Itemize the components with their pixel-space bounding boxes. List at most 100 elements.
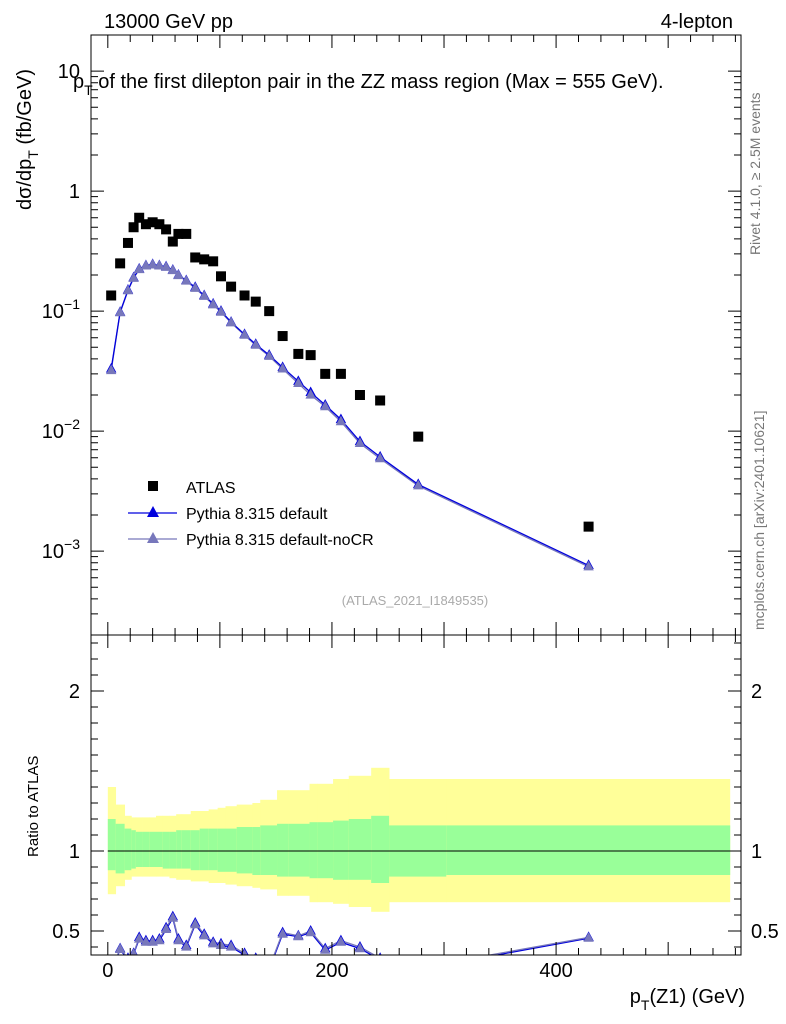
ratio-marker-default (126, 952, 130, 955)
atlas-data-point (128, 222, 139, 233)
main-marker-nocr (128, 272, 139, 282)
main-marker-nocr (105, 364, 117, 375)
ratio-marker-nocr (225, 941, 237, 951)
main-marker-nocr (154, 259, 165, 270)
atlas-data-point (239, 290, 250, 301)
atlas-data-point (122, 237, 133, 248)
main-marker-nocr (225, 316, 237, 327)
main-y-tick-label: 10−1 (42, 296, 80, 323)
ratio-uncertainty-band-inner (348, 819, 372, 880)
ratio-marker-nocr (293, 930, 304, 941)
ratio-marker-nocr (305, 926, 316, 937)
main-marker-nocr (215, 306, 227, 316)
atlas-data-point (335, 368, 346, 379)
main-marker-nocr (277, 362, 288, 373)
ratio-uncertainty-band-inner (181, 830, 192, 869)
ratio-uncertainty-band-inner (236, 827, 253, 874)
header-beam-label: 13000 GeV pp (104, 11, 233, 33)
main-marker-nocr (263, 350, 275, 360)
ratio-plot-area (107, 767, 731, 955)
atlas-data-point (115, 258, 126, 269)
atlas-data-point (375, 395, 386, 406)
main-marker-nocr (239, 329, 250, 339)
main-y-tick-base: 10 (58, 61, 80, 83)
atlas-data-point (173, 228, 184, 239)
ratio-uncertainty-band-inner (260, 825, 278, 875)
ratio-uncertainty-band-inner (149, 831, 157, 867)
legend-default-marker (147, 506, 159, 517)
ratio-uncertainty-band-inner (142, 831, 150, 867)
ratio-y-tick-label-right: 1 (751, 841, 762, 863)
main-y-tick-label: 10−3 (42, 536, 80, 563)
ratio-marker-default (378, 952, 382, 955)
x-tick-label: 200 (315, 960, 348, 982)
x-tick-label: 0 (102, 960, 113, 982)
ratio-marker-nocr (190, 918, 201, 929)
ratio-uncertainty-band-inner (317, 822, 334, 879)
main-y-tick-base: 10 (42, 301, 64, 323)
atlas-data-point (167, 236, 178, 247)
ratio-marker-nocr (181, 941, 192, 951)
ratio-frame (90, 634, 742, 956)
ratio-marker-nocr (320, 944, 331, 954)
ratio-marker-nocr (354, 942, 366, 953)
ratio-marker-nocr (335, 936, 347, 946)
ratio-uncertainty-band-inner (162, 831, 170, 869)
ratio-uncertainty-band-inner (288, 823, 310, 877)
ratio-marker-nocr (207, 937, 219, 948)
main-marker-nocr (354, 437, 366, 448)
main-marker-nocr (293, 377, 304, 387)
ratio-marker-nocr (160, 923, 172, 933)
x-tick-label: 400 (539, 960, 572, 982)
ratio-marker-nocr (198, 929, 210, 940)
main-title: pT of the first dilepton pair in the ZZ … (73, 71, 664, 98)
main-marker-nocr (250, 339, 261, 349)
main-y-tick-label: 10−2 (42, 416, 80, 443)
ratio-uncertainty-band-inner (135, 831, 143, 867)
ratio-uncertainty-band-inner (190, 830, 201, 871)
atlas-data-point (208, 256, 219, 267)
atlas-data-point (134, 212, 145, 223)
atlas-data-point (413, 431, 424, 442)
ratio-uncertainty-band-inner (124, 828, 132, 871)
main-y-tick-exponent: −3 (64, 536, 80, 552)
atlas-data-point (250, 296, 261, 307)
main-y-tick-base: 10 (42, 421, 64, 443)
ratio-uncertainty-band-inner (156, 831, 164, 867)
ratio-uncertainty-band-inner (371, 815, 390, 883)
main-y-tick-label: 1 (69, 181, 80, 203)
atlas-data-point (147, 217, 158, 228)
atlas-data-point (305, 350, 316, 361)
main-marker-nocr (374, 452, 386, 463)
main-marker-nocr (320, 400, 331, 411)
main-marker-nocr (207, 298, 219, 309)
atlas-data-point (181, 228, 192, 239)
mcplots-label: mcplots.cern.ch [arXiv:2401.10621] (751, 411, 767, 630)
legend-nocr-label: Pythia 8.315 default-noCR (186, 532, 374, 549)
legend-default-label: Pythia 8.315 default (186, 506, 328, 523)
legend-nocr-marker (147, 532, 159, 543)
main-line-default (110, 263, 589, 566)
atlas-data-point (216, 271, 226, 282)
atlas-data-point (190, 252, 201, 263)
ratio-uncertainty-band-inner (199, 828, 210, 871)
atlas-data-point (293, 348, 304, 359)
header-channel-label: 4-lepton (661, 11, 733, 33)
atlas-data-point (106, 290, 117, 301)
ratio-marker-nocr (173, 934, 184, 945)
atlas-data-point (154, 219, 165, 230)
ratio-y-axis-label: Ratio to ATLAS (25, 756, 42, 857)
ratio-uncertainty-band-inner (176, 830, 183, 869)
ratio-uncertainty-band-inner (131, 830, 137, 869)
ratio-marker-nocr (129, 948, 138, 955)
main-series-group (105, 212, 594, 571)
ratio-uncertainty-band-inner (169, 831, 177, 869)
ratio-y-tick-label-right: 0.5 (751, 921, 779, 943)
ratio-y-tick-label-left: 0.5 (52, 921, 80, 943)
main-marker-nocr (122, 284, 134, 295)
main-marker-nocr (190, 282, 201, 292)
ratio-marker-nocr (277, 928, 288, 938)
main-line-nocr (110, 264, 589, 568)
